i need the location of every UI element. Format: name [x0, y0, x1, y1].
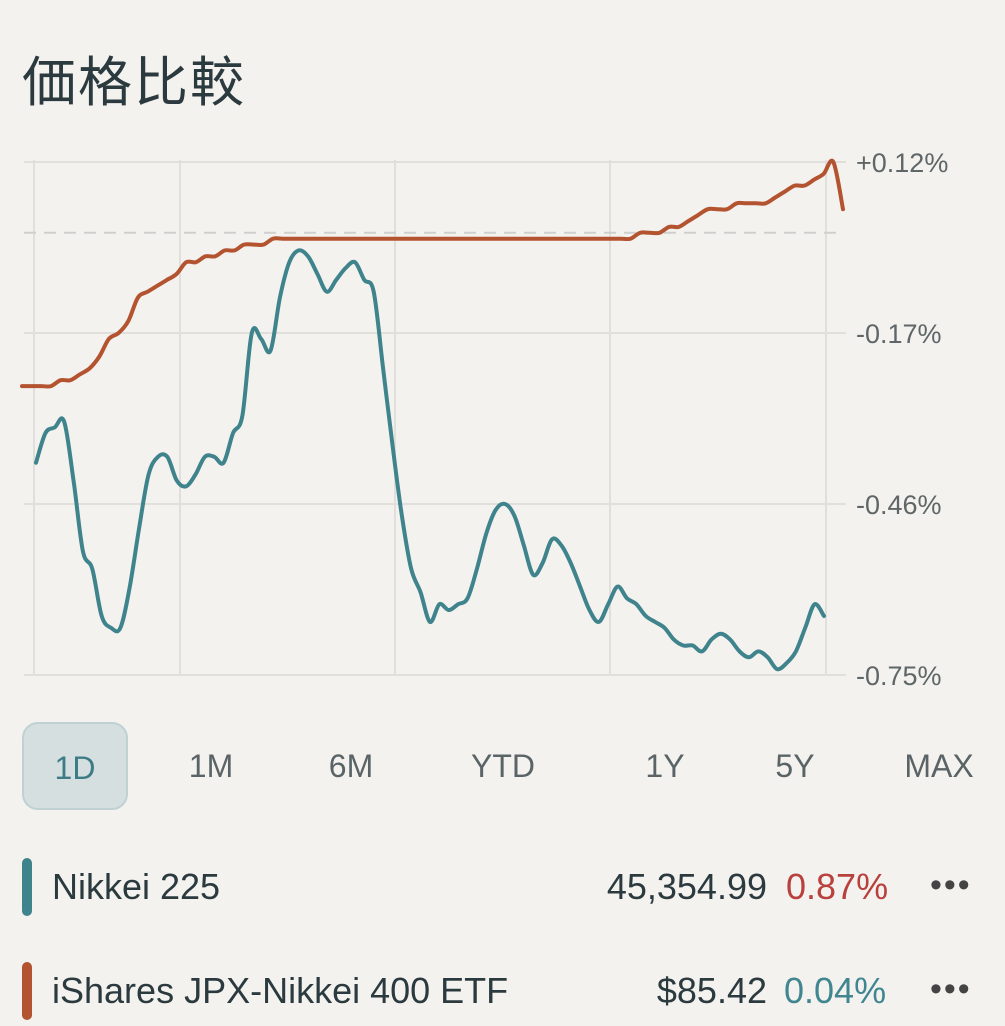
- legend-price: $85.42: [656, 970, 767, 1011]
- page-title: 価格比較: [22, 51, 246, 114]
- legend-name: Nikkei 225: [52, 866, 221, 907]
- series-color-swatch: [22, 858, 32, 916]
- legend-change: 0.04%: [784, 970, 887, 1011]
- more-options-icon[interactable]: •••: [930, 866, 972, 904]
- legend-price: 45,354.99: [606, 866, 767, 907]
- y-tick-label: -0.46%: [856, 490, 942, 520]
- series-line-ishares-jpx-nikkei-400: [20, 158, 845, 389]
- range-1y-button[interactable]: 1Y: [645, 748, 685, 784]
- series-color-swatch: [22, 962, 32, 1020]
- more-options-icon[interactable]: •••: [930, 970, 972, 1008]
- range-5y-button[interactable]: 5Y: [775, 748, 815, 784]
- series-line-nikkei-225: [34, 248, 826, 672]
- y-tick-label: -0.17%: [856, 319, 942, 349]
- range-ytd-button[interactable]: YTD: [471, 748, 535, 784]
- legend-row-ishares[interactable]: iShares JPX-Nikkei 400 ETF $85.42 0.04% …: [0, 956, 1005, 1026]
- legend-row-nikkei[interactable]: Nikkei 225 45,354.99 0.87% •••: [0, 852, 1005, 922]
- comparison-chart: +0.12% -0.17% -0.46% -0.75%: [20, 148, 948, 691]
- range-1m-button[interactable]: 1M: [188, 748, 234, 784]
- legend-name: iShares JPX-Nikkei 400 ETF: [52, 970, 509, 1011]
- range-6m-button[interactable]: 6M: [328, 748, 374, 784]
- legend-change: 0.87%: [786, 866, 889, 907]
- range-1d-button[interactable]: 1D: [22, 722, 128, 810]
- y-tick-label: -0.75%: [856, 661, 942, 691]
- range-max-button[interactable]: MAX: [904, 748, 974, 784]
- y-tick-label: +0.12%: [856, 148, 948, 178]
- time-range-selector: 1D 1M 6M YTD 1Y 5Y MAX: [22, 722, 992, 812]
